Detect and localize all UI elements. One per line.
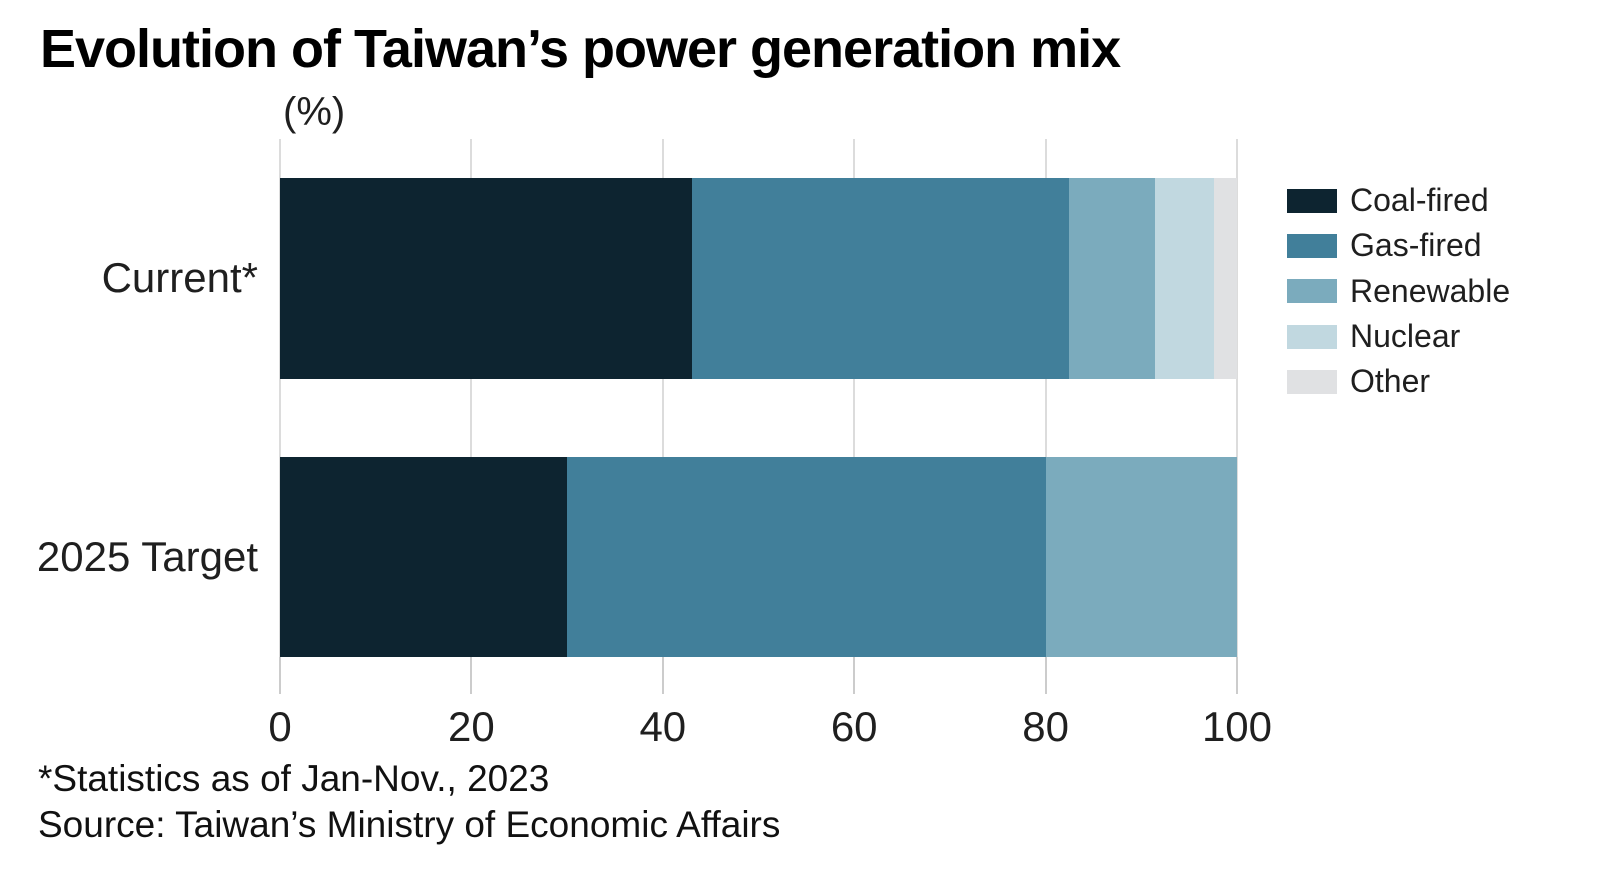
bar-segment-nuclear [1154, 178, 1214, 379]
chart-title: Evolution of Taiwan’s power generation m… [40, 19, 1121, 79]
axis-unit-label: (%) [283, 90, 346, 134]
x-axis: 0 20 40 60 80 100 [268, 657, 1272, 757]
tick-mark-100 [1236, 657, 1238, 694]
legend-swatch-icon [1287, 188, 1337, 213]
legend-swatch-icon [1287, 279, 1337, 304]
footer: *Statistics as of Jan-Nov., 2023 Source:… [38, 756, 780, 848]
legend-item-renewable: Renewable [1287, 269, 1510, 314]
legend-item-coal-fired: Coal-fired [1287, 178, 1510, 223]
legend-label: Gas-fired [1350, 227, 1482, 264]
legend-swatch-icon [1287, 324, 1337, 349]
tick-mark-60 [853, 657, 856, 694]
tick-mark-0 [279, 657, 281, 694]
tick-mark-40 [661, 657, 664, 694]
legend-item-nuclear: Nuclear [1287, 314, 1510, 359]
legend-swatch-icon [1287, 233, 1337, 258]
bar-segment-other [1214, 178, 1237, 379]
category-label-2025-target: 2025 Target [36, 533, 258, 580]
category-label-current: Current* [101, 254, 258, 301]
gridline-40 [661, 139, 664, 657]
tick-mark-80 [1044, 657, 1047, 694]
bar-segment-renewable [1045, 457, 1237, 657]
bar-segment-coal-fired [280, 457, 568, 657]
legend-label: Other [1350, 363, 1431, 400]
legend-label: Nuclear [1350, 318, 1461, 355]
tick-mark-20 [470, 657, 473, 694]
bar-segment-gas-fired [567, 457, 1046, 657]
source-text: Source: Taiwan’s Ministry of Economic Af… [38, 804, 781, 845]
gridline-20 [470, 139, 473, 657]
legend-label: Renewable [1350, 272, 1511, 309]
legend-swatch-icon [1287, 369, 1337, 394]
plot-area [279, 139, 1238, 657]
bar-segment-gas-fired [691, 178, 1069, 379]
bar-2025-target [280, 457, 1237, 657]
gridline-100 [1236, 139, 1238, 657]
tick-label-100: 100 [1201, 703, 1273, 750]
gridline-0 [279, 139, 281, 657]
tick-label-60: 60 [830, 703, 878, 750]
gridline-60 [853, 139, 856, 657]
tick-label-80: 80 [1022, 703, 1069, 750]
legend: Coal-fired Gas-fired Renewable Nuclear Other [1287, 178, 1510, 404]
bar-segment-renewable [1068, 178, 1155, 379]
gridline-80 [1044, 139, 1047, 657]
bar-segment-coal-fired [280, 178, 692, 379]
footnote-text: *Statistics as of Jan-Nov., 2023 [38, 758, 550, 799]
legend-item-gas-fired: Gas-fired [1287, 223, 1510, 268]
tick-label-20: 20 [448, 703, 495, 750]
tick-label-40: 40 [639, 703, 687, 750]
tick-label-0: 0 [268, 703, 292, 750]
legend-item-other: Other [1287, 359, 1510, 404]
bar-current- [280, 178, 1237, 379]
legend-label: Coal-fired [1350, 182, 1489, 219]
